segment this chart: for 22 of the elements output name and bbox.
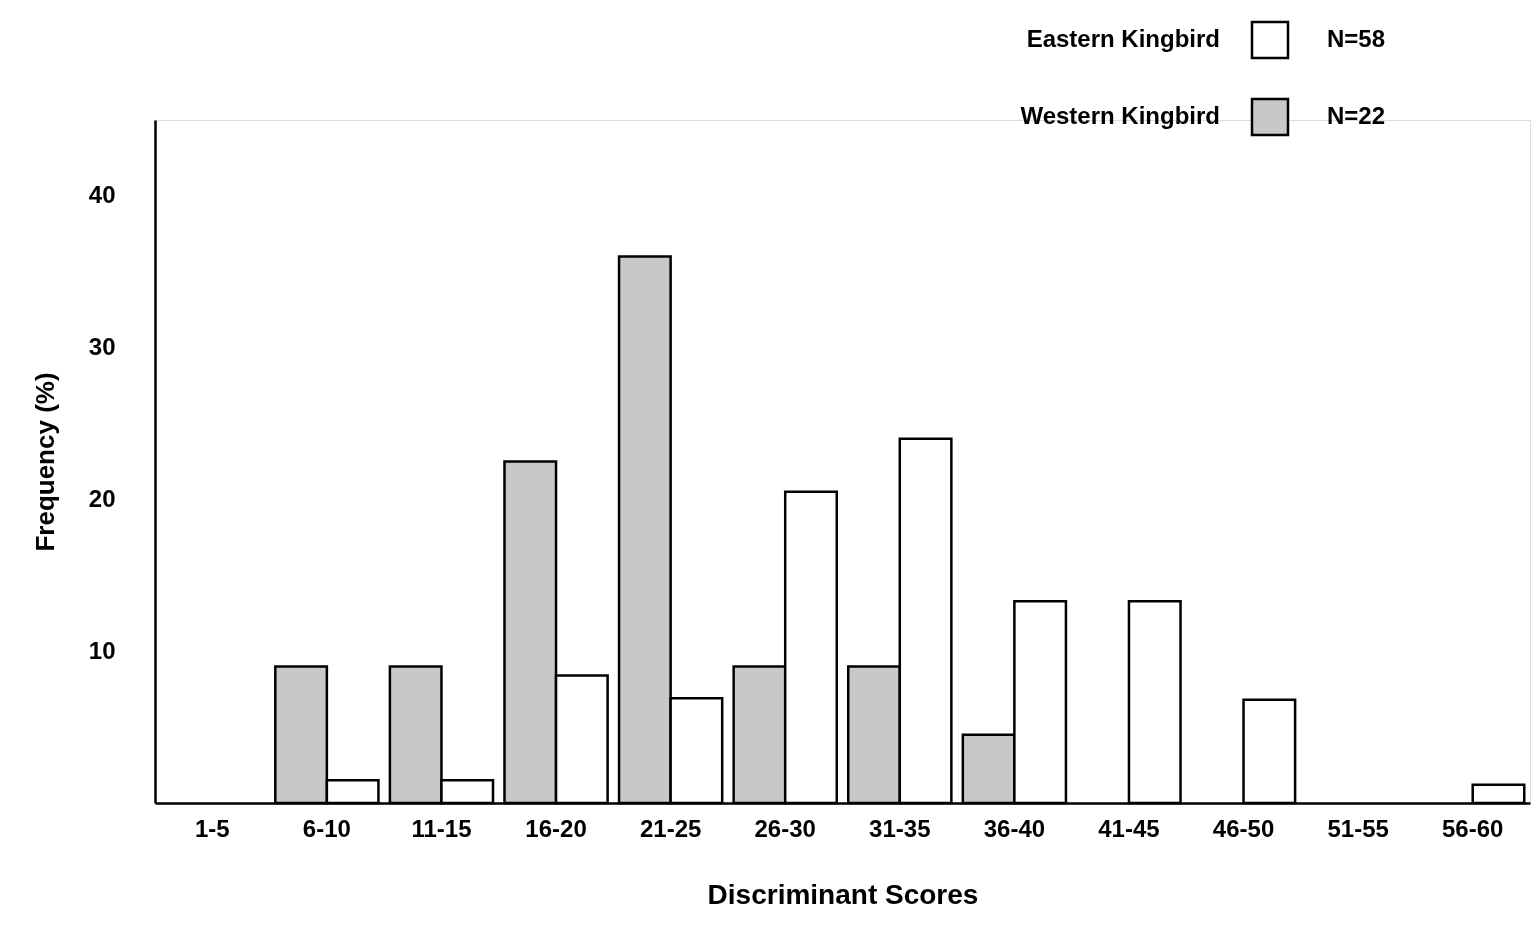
- x-axis-title: Discriminant Scores: [707, 878, 979, 910]
- x-tick-label: 36-40: [983, 814, 1046, 842]
- annotation: N=22: [1327, 102, 1386, 129]
- x-tick-label: 6-10: [302, 814, 351, 842]
- x-tick-label: 41-45: [1098, 814, 1160, 842]
- x-tick-label: 16-20: [525, 814, 587, 842]
- x-tick-label: 11-15: [411, 814, 472, 842]
- x-tick-label: 1-5: [194, 814, 230, 842]
- x-tick-label: 21-25: [639, 814, 702, 842]
- x-tick-label: 26-30: [754, 814, 816, 842]
- y-tick-label: 40: [88, 181, 116, 209]
- x-tick-label: 51-55: [1327, 814, 1389, 842]
- x-tick-label: 46-50: [1212, 814, 1275, 842]
- y-tick-label: 20: [88, 484, 116, 512]
- x-tick-label: 31-35: [869, 814, 931, 842]
- y-axis-title: Frequency (%): [29, 372, 60, 552]
- legend-label: Western Kingbird: [1020, 102, 1220, 129]
- y-tick-label: 30: [88, 333, 116, 361]
- y-tick-label: 10: [88, 636, 116, 664]
- legend-label: Eastern Kingbird: [1026, 25, 1220, 52]
- text: N=58: [1327, 25, 1386, 52]
- x-tick-label: 56-60: [1442, 814, 1504, 842]
